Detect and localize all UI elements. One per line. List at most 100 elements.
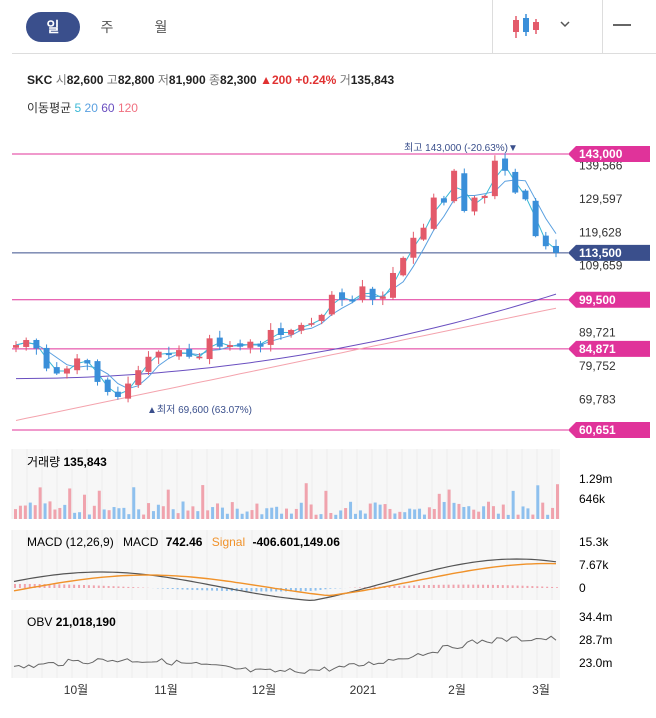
macd-histogram-bar (501, 585, 504, 588)
volume-panel-label: 거래량 (27, 455, 60, 469)
volume-bar (186, 510, 190, 519)
level-tag-label: 99,500 (579, 293, 616, 307)
macd-histogram-bar (270, 588, 273, 592)
volume-bar (358, 510, 362, 519)
menu-button[interactable] (602, 0, 656, 53)
volume-bar (18, 505, 22, 519)
volume-bar (38, 487, 42, 519)
candle-body (125, 383, 132, 399)
volume-bar (176, 513, 180, 519)
macd-histogram-bar (97, 585, 100, 588)
volume-bar (349, 501, 353, 519)
level-tag-label: 60,651 (579, 423, 616, 437)
candle-body (257, 343, 264, 347)
volume-bar (78, 512, 82, 519)
candlestick-icon (513, 14, 570, 38)
macd-histogram-bar (536, 586, 539, 588)
macd-histogram-bar (422, 585, 425, 588)
candle-body (349, 299, 356, 302)
candle-body (288, 329, 295, 335)
volume-bar (151, 511, 155, 519)
macd-histogram-bar (491, 584, 494, 588)
volume-bar (58, 507, 62, 519)
macd-histogram-bar (413, 585, 416, 588)
candle-body (369, 288, 376, 300)
candle-body (308, 323, 315, 325)
svg-text:OBV 21,018,190: OBV 21,018,190 (27, 615, 116, 629)
volume-bar (393, 513, 397, 519)
level-tag (568, 291, 650, 308)
volume-bar (319, 514, 323, 519)
close-label: 종 (208, 73, 221, 87)
macd-histogram-bar (18, 583, 21, 588)
volume-bar (68, 488, 72, 519)
macd-histogram-bar (240, 588, 243, 592)
macd-histogram-bar (289, 588, 292, 592)
macd-histogram-bar (92, 585, 95, 588)
chart-type-selector[interactable] (492, 0, 603, 53)
price-tick: 119,628 (579, 225, 622, 239)
macd-histogram-bar (225, 588, 228, 591)
macd-histogram-bar (531, 586, 534, 588)
macd-histogram-bar (427, 585, 430, 588)
min-annotation: ▲최저 69,600 (63.07%) (147, 404, 252, 416)
macd-histogram-bar (250, 588, 253, 592)
macd-histogram-bar (467, 584, 470, 588)
tab-week[interactable]: 주 (100, 19, 114, 35)
volume-bar (353, 513, 357, 519)
macd-histogram-bar (496, 584, 499, 588)
macd-histogram-bar (58, 584, 61, 588)
macd-histogram-bar (260, 588, 263, 592)
volume-bar (147, 503, 151, 519)
macd-histogram-bar (304, 588, 307, 592)
max-annotation: 최고 143,000 (-20.63%)▼ (404, 142, 518, 154)
candle-body (267, 329, 274, 345)
ma-legend-label: 이동평균 (27, 101, 72, 115)
volume-bar (398, 511, 402, 519)
volume-bar (501, 504, 505, 519)
macd-panel-label: MACD (12,26,9) (27, 535, 114, 549)
volume-bar (201, 485, 205, 519)
x-tick: 10월 (64, 683, 88, 697)
macd-histogram-bar (23, 583, 26, 588)
macd-histogram-bar (137, 587, 140, 588)
volume-bar (230, 502, 234, 519)
macd-histogram-bar (122, 586, 125, 588)
volume-bar (82, 494, 86, 519)
volume-bar (309, 504, 313, 519)
macd-histogram-bar (299, 588, 302, 592)
volume-bar (142, 514, 146, 519)
quote-summary: SKC 시82,600 고82,800 저81,900 종82,300 ▲200… (27, 71, 394, 88)
macd-tick: 7.67k (579, 558, 609, 572)
volume-bar (334, 514, 338, 519)
volume-bar (87, 514, 91, 519)
volume-bar (117, 508, 121, 519)
macd-histogram-bar (462, 584, 465, 588)
macd-histogram-bar (546, 586, 549, 588)
volume-bar (339, 510, 343, 519)
signal-label: Signal (212, 535, 245, 549)
macd-histogram-bar (437, 584, 440, 588)
candle-body (226, 345, 233, 348)
tab-day[interactable]: 일 (26, 12, 80, 42)
ma-120: 120 (117, 101, 138, 115)
ma-120-line (15, 307, 557, 421)
candle-body (553, 245, 559, 253)
volume-bar (462, 506, 466, 519)
volume-bar (516, 514, 520, 519)
volume-bar (536, 485, 540, 519)
candle-body (502, 158, 509, 171)
symbol: SKC (27, 73, 53, 87)
volume-bar (526, 508, 530, 519)
macd-histogram-bar (294, 588, 297, 592)
volume-bar (477, 511, 481, 519)
macd-histogram-bar (506, 585, 509, 588)
volume-bar (344, 508, 348, 519)
volume-bar (383, 504, 387, 519)
macd-histogram-bar (68, 584, 71, 588)
tab-month[interactable]: 월 (154, 19, 168, 35)
volume-bar (171, 509, 175, 519)
ma-legend: 이동평균 5 20 60 120 (27, 99, 138, 116)
obv-panel-value: 21,018,190 (56, 615, 116, 629)
